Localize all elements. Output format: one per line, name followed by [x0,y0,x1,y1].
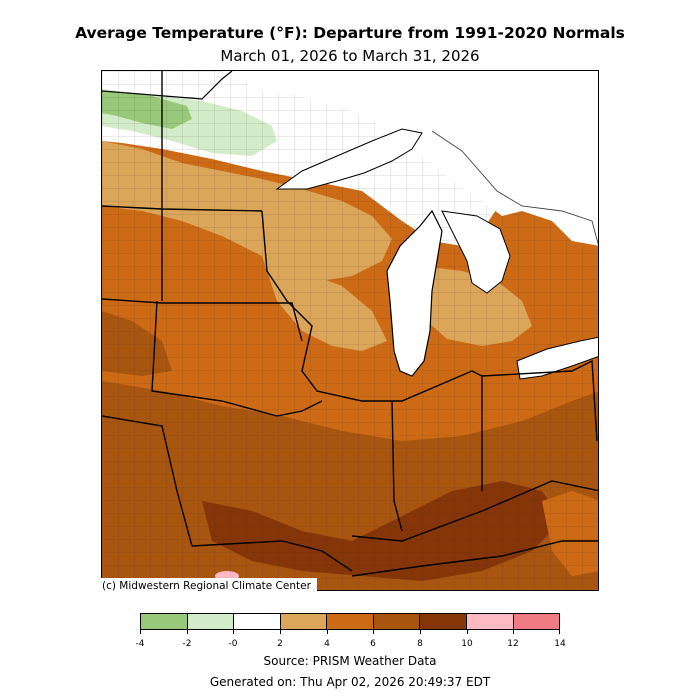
legend-swatch [327,614,374,629]
lake-huron [441,210,511,294]
us-canada-border [102,71,233,100]
legend-swatch [466,614,514,629]
legend-tick [420,630,421,634]
legend-tick [559,630,560,634]
legend-swatch [141,614,188,629]
legend-tick-label: -0 [228,639,238,649]
legend-tick-label: 14 [554,639,566,649]
temperature-departure-map [101,70,599,591]
color-scale-ticks: -4 -2 -0 2 4 6 8 10 12 14 [136,630,566,650]
legend-swatch [420,614,467,629]
legend-swatch [234,614,281,629]
legend-swatch [373,614,421,629]
legend-tick-label: -4 [135,639,145,649]
legend-tick [140,630,141,634]
map-date-range: March 01, 2026 to March 31, 2026 [220,47,480,65]
legend-tick [373,630,374,634]
legend-swatch [513,614,560,629]
legend-tick-label: 10 [461,639,473,649]
legend-tick [513,630,514,634]
legend-tick-label: 4 [324,639,330,649]
legend-tick-label: 2 [277,639,283,649]
data-source: Source: PRISM Weather Data [263,654,437,668]
color-scale-legend [140,613,560,630]
canada-shoreline [431,130,598,246]
lake-superior [275,128,423,190]
lake-michigan [386,209,443,377]
legend-tick [280,630,281,634]
legend-tick-label: 8 [417,639,423,649]
legend-tick-label: 12 [507,639,519,649]
legend-tick [233,630,234,634]
lake-erie [516,336,598,380]
legend-swatch [280,614,328,629]
legend-swatch [187,614,235,629]
map-title: Average Temperature (°F): Departure from… [75,24,625,42]
legend-tick [327,630,328,634]
canada-region [222,71,598,246]
generated-timestamp: Generated on: Thu Apr 02, 2026 20:49:37 … [209,675,491,689]
map-credit: (c) Midwestern Regional Climate Center [101,578,317,595]
state-boundaries [102,71,598,577]
legend-tick [467,630,468,634]
legend-tick-label: -2 [182,639,192,649]
legend-tick-label: 6 [370,639,376,649]
legend-tick [187,630,188,634]
